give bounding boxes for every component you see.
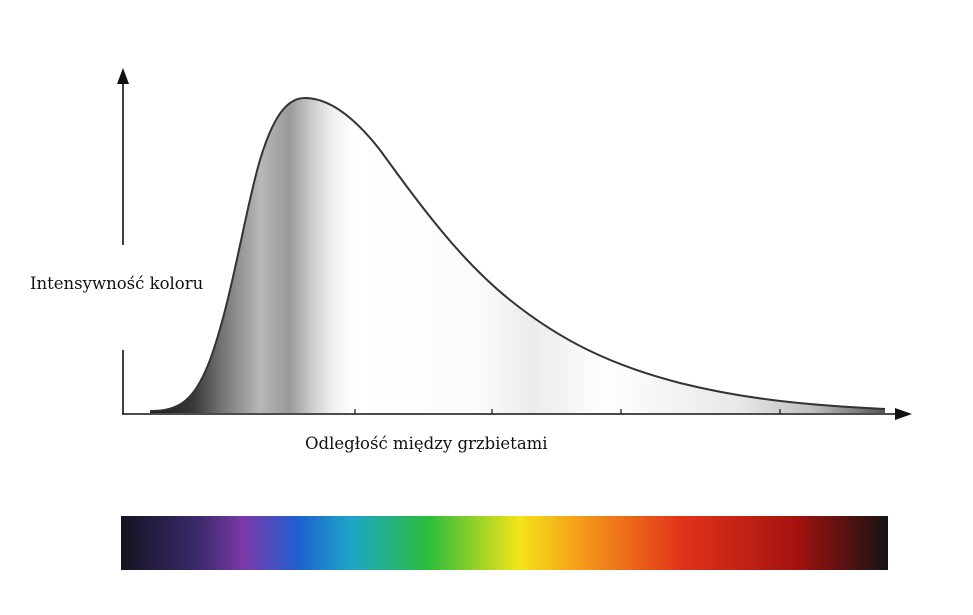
curve-area [150,98,885,413]
y-axis-arrow [117,68,129,84]
x-axis-label: Odległość między grzbietami [305,434,548,453]
intensity-curve [149,96,886,412]
x-axis-arrow [895,408,912,420]
color-spectrum-bar [121,516,888,570]
y-axis-label: Intensywność koloru [30,274,204,293]
